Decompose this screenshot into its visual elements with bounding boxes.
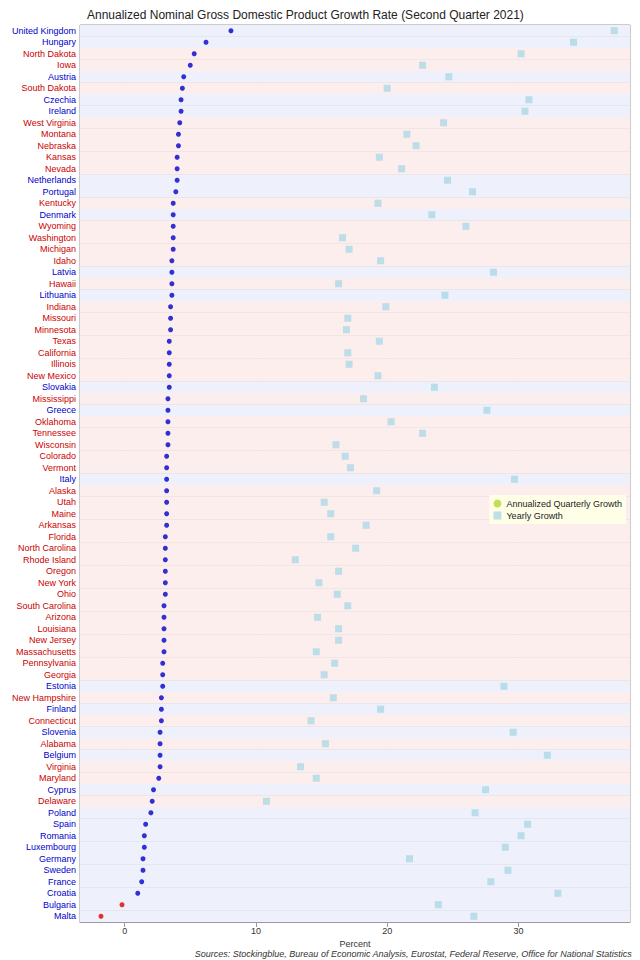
svg-text:Ohio: Ohio	[57, 589, 76, 599]
svg-text:Alaska: Alaska	[49, 486, 76, 496]
svg-text:Florida: Florida	[48, 532, 76, 542]
svg-text:Percent: Percent	[339, 939, 371, 949]
svg-text:New Mexico: New Mexico	[27, 371, 76, 381]
svg-text:France: France	[48, 877, 76, 887]
svg-text:California: California	[38, 348, 76, 358]
svg-text:Rhode Island: Rhode Island	[23, 555, 76, 565]
svg-text:Kentucky: Kentucky	[39, 198, 77, 208]
svg-text:Latvia: Latvia	[52, 267, 76, 277]
svg-text:North Dakota: North Dakota	[23, 49, 76, 59]
svg-text:Hungary: Hungary	[42, 37, 77, 47]
svg-text:Italy: Italy	[59, 474, 76, 484]
svg-text:Minnesota: Minnesota	[34, 325, 76, 335]
svg-text:Virginia: Virginia	[46, 762, 76, 772]
svg-text:Wyoming: Wyoming	[39, 221, 76, 231]
svg-text:0: 0	[122, 926, 127, 936]
svg-text:Malta: Malta	[54, 911, 76, 921]
svg-text:Washington: Washington	[29, 233, 76, 243]
svg-text:Tennessee: Tennessee	[32, 428, 76, 438]
svg-text:Vermont: Vermont	[42, 463, 76, 473]
svg-text:Michigan: Michigan	[40, 244, 76, 254]
svg-text:Cyprus: Cyprus	[47, 785, 76, 795]
svg-text:Iowa: Iowa	[57, 60, 76, 70]
svg-text:Bulgaria: Bulgaria	[43, 900, 76, 910]
svg-text:Montana: Montana	[41, 129, 76, 139]
svg-text:Arizona: Arizona	[45, 612, 76, 622]
svg-text:Hawaii: Hawaii	[49, 279, 76, 289]
svg-text:South Dakota: South Dakota	[21, 83, 76, 93]
svg-text:South Carolina: South Carolina	[16, 601, 76, 611]
svg-text:Romania: Romania	[40, 831, 76, 841]
svg-text:Annualized Nominal Gross Domes: Annualized Nominal Gross Domestic Produc…	[87, 8, 524, 22]
svg-text:Maine: Maine	[51, 509, 76, 519]
svg-text:Utah: Utah	[57, 497, 76, 507]
svg-text:Nevada: Nevada	[45, 164, 76, 174]
svg-text:Czechia: Czechia	[43, 95, 76, 105]
svg-text:Nebraska: Nebraska	[37, 141, 76, 151]
svg-text:Wisconsin: Wisconsin	[35, 440, 76, 450]
svg-text:Connecticut: Connecticut	[28, 716, 76, 726]
svg-text:Louisiana: Louisiana	[37, 624, 76, 634]
svg-text:Germany: Germany	[39, 854, 77, 864]
svg-text:Idaho: Idaho	[53, 256, 76, 266]
svg-text:Oregon: Oregon	[46, 566, 76, 576]
svg-text:Lithuania: Lithuania	[39, 290, 76, 300]
svg-text:Spain: Spain	[53, 819, 76, 829]
svg-text:Maryland: Maryland	[39, 773, 76, 783]
svg-text:Texas: Texas	[52, 336, 76, 346]
svg-text:Kansas: Kansas	[46, 152, 77, 162]
svg-text:Luxembourg: Luxembourg	[26, 842, 76, 852]
svg-text:Missouri: Missouri	[42, 313, 76, 323]
svg-text:New Hampshire: New Hampshire	[12, 693, 76, 703]
svg-text:20: 20	[382, 926, 392, 936]
svg-text:Arkansas: Arkansas	[38, 520, 76, 530]
svg-text:Sources: Stockingblue, Bureau: Sources: Stockingblue, Bureau of Economi…	[195, 949, 632, 959]
svg-text:Mississippi: Mississippi	[32, 394, 76, 404]
svg-text:Massachusetts: Massachusetts	[16, 647, 77, 657]
svg-text:Illinois: Illinois	[51, 359, 77, 369]
svg-text:New Jersey: New Jersey	[29, 635, 77, 645]
svg-text:Ireland: Ireland	[48, 106, 76, 116]
svg-text:United Kingdom: United Kingdom	[12, 26, 76, 36]
svg-text:Annualized Quarterly Growth: Annualized Quarterly Growth	[506, 499, 622, 509]
svg-text:Colorado: Colorado	[39, 451, 76, 461]
svg-text:Portugal: Portugal	[42, 187, 76, 197]
svg-text:Georgia: Georgia	[44, 670, 76, 680]
svg-text:Greece: Greece	[46, 405, 76, 415]
svg-text:Alabama: Alabama	[40, 739, 76, 749]
svg-text:Oklahoma: Oklahoma	[35, 417, 76, 427]
svg-text:North Carolina: North Carolina	[18, 543, 76, 553]
svg-text:Delaware: Delaware	[38, 796, 76, 806]
svg-text:New York: New York	[38, 578, 77, 588]
svg-text:Finland: Finland	[46, 704, 76, 714]
svg-text:Pennsylvania: Pennsylvania	[22, 658, 76, 668]
svg-text:Estonia: Estonia	[46, 681, 76, 691]
svg-text:Croatia: Croatia	[47, 888, 76, 898]
svg-text:Sweden: Sweden	[43, 865, 76, 875]
svg-text:Yearly Growth: Yearly Growth	[506, 511, 562, 521]
svg-text:Belgium: Belgium	[43, 750, 76, 760]
svg-text:Poland: Poland	[48, 808, 76, 818]
svg-text:10: 10	[251, 926, 261, 936]
svg-text:Slovenia: Slovenia	[41, 727, 76, 737]
svg-text:Denmark: Denmark	[39, 210, 76, 220]
svg-text:Indiana: Indiana	[46, 302, 76, 312]
svg-text:West Virginia: West Virginia	[23, 118, 76, 128]
svg-text:30: 30	[513, 926, 523, 936]
svg-text:Slovakia: Slovakia	[42, 382, 76, 392]
svg-text:Netherlands: Netherlands	[27, 175, 76, 185]
svg-text:Austria: Austria	[48, 72, 76, 82]
